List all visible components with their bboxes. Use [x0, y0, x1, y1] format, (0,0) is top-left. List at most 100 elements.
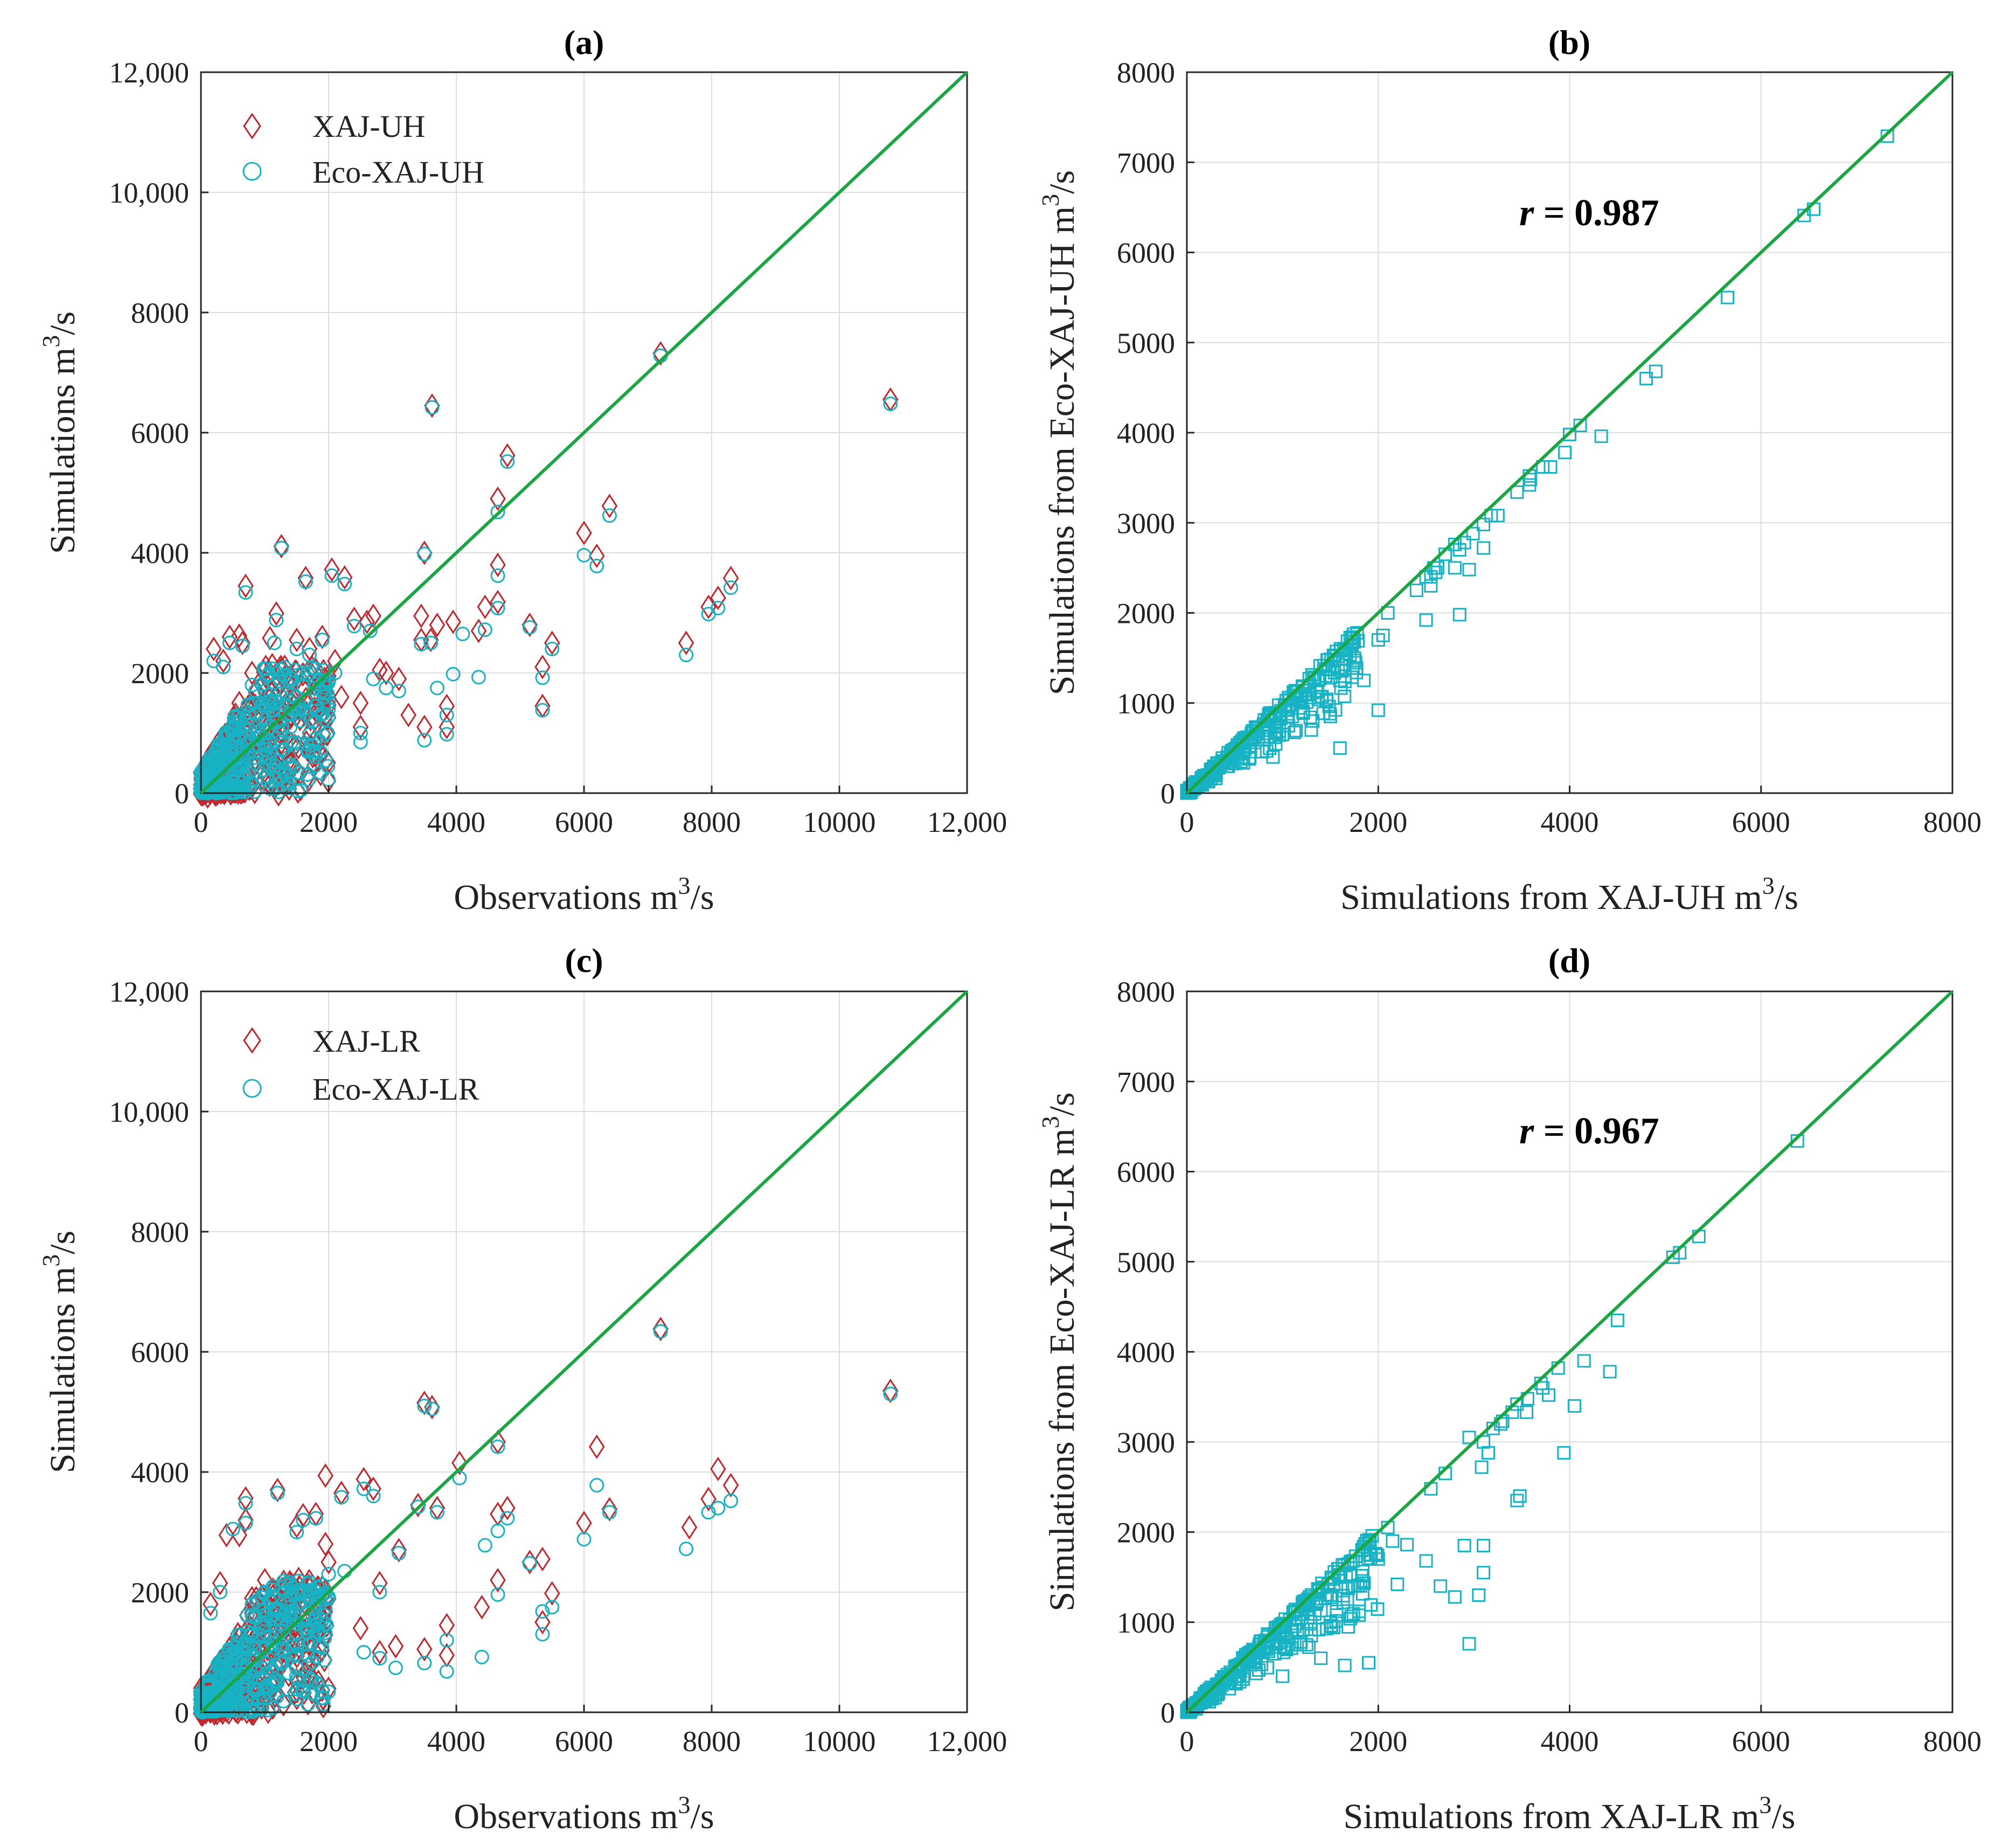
panel-a-point-eco — [337, 577, 352, 592]
panel-a-x-tick-label: 0 — [194, 806, 208, 838]
panel-a-point-eco — [308, 698, 323, 713]
panel-b-point — [1350, 626, 1364, 640]
panel-c-point-eco — [545, 1600, 560, 1615]
panel-a-x-tick-label: 12,000 — [927, 806, 1007, 838]
panel-a-point-eco — [238, 585, 253, 600]
panel-a-point-eco — [429, 681, 444, 696]
panel-c-point-eco — [300, 1625, 315, 1640]
panel-c-point-eco — [372, 1651, 387, 1666]
panel-c-point-eco — [249, 1594, 264, 1609]
panel-a-point-xaj — [234, 630, 251, 656]
panel-a-tick-labels: 0 2000 4000 6000 8000 10000 12,000 0 2000 4000 600… — [109, 57, 1007, 838]
panel-c-point-eco — [366, 1489, 381, 1504]
panel-b-point — [1333, 642, 1347, 656]
panel-c-point-eco — [309, 1596, 324, 1611]
panel-c-point-xaj — [416, 1637, 433, 1662]
panel-a-point-xaj — [416, 714, 433, 740]
panel-a-x-tick-label: 6000 — [555, 806, 613, 838]
panel-c-legend-diamond-icon — [243, 1027, 261, 1054]
panel-a-legend-eco-label: Eco-XAJ-UH — [312, 155, 484, 190]
panel-c-point-eco — [208, 1663, 224, 1678]
panel-a-point-xaj — [588, 543, 605, 568]
panel-a-point-eco — [267, 635, 282, 650]
panel-a-point-eco — [301, 772, 316, 787]
panel-c-x-tick-label: 12,000 — [927, 1725, 1007, 1758]
panel-c-point-eco — [203, 1606, 218, 1621]
panel-a-point-eco — [289, 668, 304, 683]
panel-a-point-eco — [302, 648, 317, 663]
panel-c-point-eco — [230, 1684, 245, 1699]
panel-c-point-xaj — [601, 1497, 618, 1522]
panel-c-point-eco — [274, 1643, 289, 1658]
panel-d-point — [1355, 1569, 1369, 1583]
panel-c-point-eco — [356, 1645, 371, 1660]
panel-d-point — [1434, 1579, 1448, 1593]
panel-a-point-xaj — [346, 606, 363, 631]
panel-a-y-tick-label: 12,000 — [109, 57, 190, 89]
panel-a-point-eco — [883, 396, 898, 411]
panel-d-y-tick-label: 7000 — [1117, 1066, 1175, 1098]
panel-a-point-eco — [299, 737, 314, 752]
panel-c-point-eco — [302, 1574, 317, 1589]
panel-c-point-eco — [490, 1587, 505, 1602]
panel-c-point-xaj — [439, 1613, 455, 1638]
panel-d-x-tick-label: 0 — [1180, 1725, 1194, 1758]
panel-c-point-xaj — [882, 1378, 899, 1404]
panel-a-point-eco — [284, 672, 300, 687]
panel-a-point-eco — [215, 659, 231, 675]
panel-a-point-eco — [266, 703, 281, 718]
panel-a-point-eco — [324, 568, 339, 583]
panel-b-point — [1419, 570, 1433, 584]
panel-c-point-eco — [225, 1522, 240, 1537]
panel-a-point-eco — [256, 661, 272, 676]
panel-c-point-eco — [212, 1666, 227, 1681]
panel-c-point-eco — [283, 1585, 298, 1600]
panel-c-point-eco — [258, 1656, 273, 1671]
panel-b-point — [1523, 478, 1537, 492]
panel-c-point-eco — [270, 1485, 285, 1501]
panel-d-point — [1475, 1460, 1489, 1474]
panel-a-x-tick-label: 10000 — [803, 806, 876, 838]
panel-a-legend-xaj-label: XAJ-UH — [312, 109, 425, 144]
panel-c-point-xaj — [269, 1477, 286, 1503]
panel-a-point-xaj — [601, 494, 618, 518]
panel-d-point — [1215, 1675, 1229, 1689]
panel-d-point — [1341, 1620, 1355, 1634]
panel-d-point — [1358, 1537, 1372, 1551]
panel-a-point-eco — [279, 775, 294, 790]
panel-b-point — [1181, 784, 1195, 798]
panel-c-point-eco — [292, 1583, 307, 1598]
panel-b-point — [1536, 460, 1550, 474]
panel-b-point — [1319, 694, 1333, 708]
panel-a-point-eco — [211, 756, 226, 772]
panel-b-point — [1303, 710, 1317, 724]
panel-c-point-eco — [535, 1604, 550, 1619]
panel-a-point-xaj — [652, 341, 669, 366]
panel-c-legend-eco-label: Eco-XAJ-LR — [312, 1072, 479, 1107]
panel-d-point — [1419, 1554, 1433, 1568]
panel-b-point — [1338, 690, 1352, 704]
panel-d-point — [1482, 1446, 1496, 1460]
panel-d-point — [1344, 1609, 1358, 1623]
panel-d-one-to-one-line — [1185, 990, 1954, 1714]
panel-a-point-eco — [239, 744, 254, 759]
panel-b-point — [1295, 696, 1309, 710]
panel-b-point — [1302, 686, 1316, 700]
panel-c-point-eco — [318, 1626, 333, 1641]
panel-a-point-eco — [535, 703, 550, 718]
panel-c-point-eco — [317, 1652, 332, 1668]
panel-c-point-xaj — [534, 1609, 551, 1635]
panel-d-point — [1610, 1313, 1624, 1327]
panel-d-point — [1457, 1539, 1471, 1553]
panel-a-point-eco — [307, 677, 322, 692]
panel-c-point-eco — [372, 1585, 387, 1600]
panel-a-point-eco — [279, 685, 294, 700]
panel-c-one-to-one-line — [199, 990, 969, 1714]
panel-c-point-eco — [284, 1599, 299, 1614]
panel-c-point-xaj — [722, 1473, 739, 1498]
panel-a-point-eco — [263, 758, 278, 773]
panel-d-point — [1557, 1446, 1571, 1460]
panel-c-x-tick-label: 8000 — [683, 1725, 741, 1758]
panel-a-point-xaj — [490, 486, 506, 511]
panel-c-point-eco — [250, 1701, 265, 1716]
